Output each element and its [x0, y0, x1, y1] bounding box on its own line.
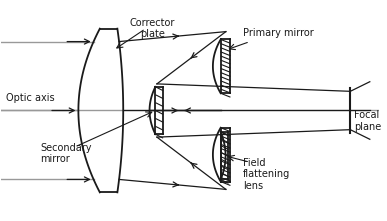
- Text: Focal
plane: Focal plane: [354, 110, 382, 132]
- Text: Secondary
mirror: Secondary mirror: [40, 143, 92, 164]
- Text: Field
flattening
lens: Field flattening lens: [243, 158, 290, 191]
- Text: Corrector
plate: Corrector plate: [130, 18, 175, 40]
- Text: Primary mirror: Primary mirror: [243, 28, 314, 38]
- Text: Optic axis: Optic axis: [6, 93, 55, 103]
